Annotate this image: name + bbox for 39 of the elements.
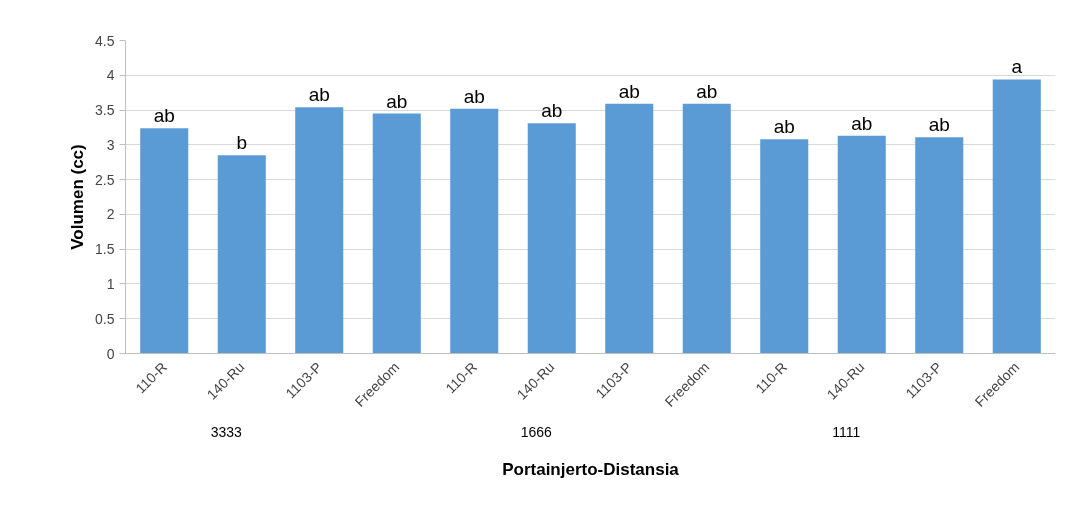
y-tick-label: 3.5 [95,102,115,119]
data-label: ab [851,112,873,134]
data-label: b [236,132,248,154]
text: 1111 [832,423,861,440]
y-tick-label: 0 [106,345,115,362]
bar [760,139,809,354]
y-tick-label: 2.5 [95,171,115,188]
bar [915,137,964,354]
y-tick-label: 0.5 [95,310,115,327]
bar [992,79,1041,354]
data-label: a [1011,56,1023,78]
data-label: ab [541,100,563,122]
y-tick-label: 1.5 [95,241,115,258]
bar [295,107,344,354]
bar [527,123,576,354]
bar [372,113,421,354]
bar [605,103,654,354]
data-label: ab [928,114,950,136]
bar [682,103,731,354]
data-label: ab [386,90,408,112]
data-label: ab [618,80,640,102]
data-label: ab [463,85,485,107]
bar [450,108,499,354]
y-tick-label: 1 [106,275,115,292]
data-label: ab [308,84,330,106]
data-label: ab [153,105,175,127]
text: 1666 [520,423,553,440]
bar [217,155,266,354]
bar [837,135,886,354]
bar [140,128,189,354]
data-label: ab [696,80,718,102]
y-tick-label: 4.5 [95,32,115,49]
y-tick-label: 4 [106,67,115,84]
x-axis-title: Portainjerto-Distansia [502,459,680,479]
y-tick-label: 3 [106,136,115,153]
text: 3333 [210,423,243,440]
y-tick-label: 2 [106,206,115,223]
data-label: ab [773,116,795,138]
y-axis-title: Volumen (cc) [68,144,88,250]
